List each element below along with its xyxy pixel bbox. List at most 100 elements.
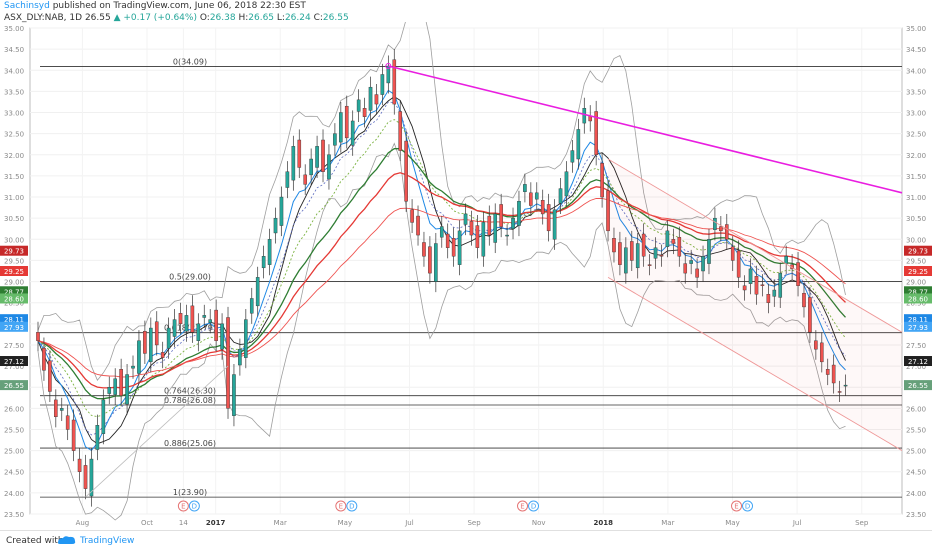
- candle-body: [59, 408, 64, 411]
- candle-body: [184, 315, 189, 332]
- y-tick-label-right: 29.00: [906, 279, 926, 287]
- candle-body: [137, 340, 141, 374]
- price-tag-left: [0, 321, 28, 332]
- price-change: ▲ +0.17 (+0.64%): [113, 13, 197, 23]
- candle-body: [594, 111, 598, 155]
- candle-body: [101, 399, 106, 434]
- candle-body: [356, 99, 361, 112]
- candle-body: [576, 129, 581, 160]
- price-tag-left-label: 27.12: [4, 358, 24, 366]
- y-tick-label-left: 23.50: [4, 511, 24, 519]
- candle-body: [624, 247, 628, 274]
- candle-body: [570, 150, 575, 163]
- candle-body: [463, 213, 468, 225]
- candle-body: [119, 369, 123, 396]
- candle-body: [107, 387, 112, 394]
- candle-body: [701, 256, 705, 272]
- candle-body: [736, 250, 741, 278]
- candle-body: [499, 204, 503, 227]
- candle-body: [255, 277, 260, 307]
- symbol-label: ASX_DLY:NAB, 1D: [4, 13, 83, 23]
- candle-body: [89, 458, 94, 497]
- price-tag-left: [0, 314, 28, 325]
- candle-body: [48, 360, 52, 392]
- candle-body: [125, 374, 129, 405]
- fibonacci-retracement[interactable]: 0(34.09) 0.5(29.00) 0.618(27.79) 0.764(26.3…: [40, 57, 902, 498]
- candle-body: [445, 233, 450, 248]
- y-tick-label-left: 33.50: [4, 88, 24, 96]
- grid: [29, 27, 903, 515]
- x-axis[interactable]: Aug Oct 14 2017 Mar May Jul Sep Nov 2018 Mar May Jul…: [76, 519, 869, 527]
- candlesticks: [36, 49, 848, 507]
- tradingview-link[interactable]: TradingView: [80, 536, 135, 546]
- candle-body: [730, 246, 735, 261]
- y-tick-label-left: 27.00: [4, 363, 24, 371]
- candle-body: [475, 225, 480, 248]
- low-value: 26.24: [284, 13, 311, 23]
- fib-level-label: 0.786(26.08): [164, 396, 216, 405]
- candle-body: [612, 238, 616, 253]
- y-tick-label-right: 27.50: [906, 342, 926, 350]
- earnings-marker: [335, 500, 347, 512]
- y-tick-label-right: 30.50: [906, 215, 926, 223]
- dividend-marker: [346, 500, 358, 512]
- candle-body: [344, 105, 349, 139]
- x-tick-label: Aug: [76, 519, 90, 527]
- candle-body: [677, 236, 682, 257]
- candle-body: [819, 342, 824, 363]
- l-label: L:: [276, 13, 285, 23]
- candle-body: [208, 319, 212, 323]
- high-value: 26.65: [248, 13, 275, 23]
- price-tag: [904, 380, 932, 391]
- candle-body: [796, 262, 800, 286]
- event-marker-label: E: [520, 503, 524, 511]
- candle-body: [327, 154, 331, 180]
- y-tick-label-left: 25.50: [4, 426, 24, 434]
- candle-body: [766, 294, 771, 303]
- y-tick-label-left: 29.00: [4, 279, 24, 287]
- event-marker-label: D: [745, 503, 750, 511]
- candle-body: [333, 133, 337, 146]
- candle-body: [695, 268, 699, 278]
- candle-body: [249, 298, 254, 314]
- candle-body: [422, 242, 426, 257]
- h-label: H:: [238, 13, 249, 23]
- candle-body: [724, 224, 729, 240]
- candle-body: [404, 140, 408, 202]
- candle-body: [742, 285, 747, 291]
- dividend-marker: [742, 500, 754, 512]
- candle-body: [457, 230, 462, 265]
- x-tick-label: Sep: [467, 519, 481, 527]
- price-tag-left: [0, 380, 28, 391]
- candle-body: [279, 196, 284, 226]
- author-name[interactable]: Sachinsyd: [4, 1, 50, 11]
- price-tag: [904, 286, 932, 297]
- o-label: O:: [199, 13, 210, 23]
- candle-body: [54, 399, 58, 418]
- candle-body: [398, 111, 403, 151]
- y-tick-label-right: 32.50: [906, 131, 926, 139]
- y-tick-label-left: 34.00: [4, 67, 24, 75]
- c-label: C:: [313, 13, 323, 23]
- candle-body: [232, 374, 236, 416]
- trendlines[interactable]: [85, 63, 903, 498]
- price-tag-left-label: 29.73: [4, 248, 24, 256]
- candle-body: [665, 230, 670, 247]
- price-tag-label: 29.73: [908, 248, 928, 256]
- candle-body: [374, 94, 379, 105]
- candle-body: [303, 174, 308, 185]
- candle-body: [552, 209, 557, 240]
- candle-body: [178, 313, 183, 325]
- price-tag: [904, 356, 932, 367]
- candle-body: [469, 221, 474, 236]
- price-chart[interactable]: 0(34.09) 0.5(29.00) 0.618(27.79) 0.764(26.3…: [0, 22, 932, 528]
- y-tick-label-left: 24.50: [4, 469, 24, 477]
- candle-body: [546, 204, 551, 232]
- candle-body: [534, 192, 539, 200]
- candle-body: [267, 239, 272, 265]
- footer: Created with TradingView: [0, 530, 932, 551]
- candle-body: [653, 247, 658, 259]
- candle-body: [837, 391, 842, 393]
- price-tag: [904, 293, 932, 304]
